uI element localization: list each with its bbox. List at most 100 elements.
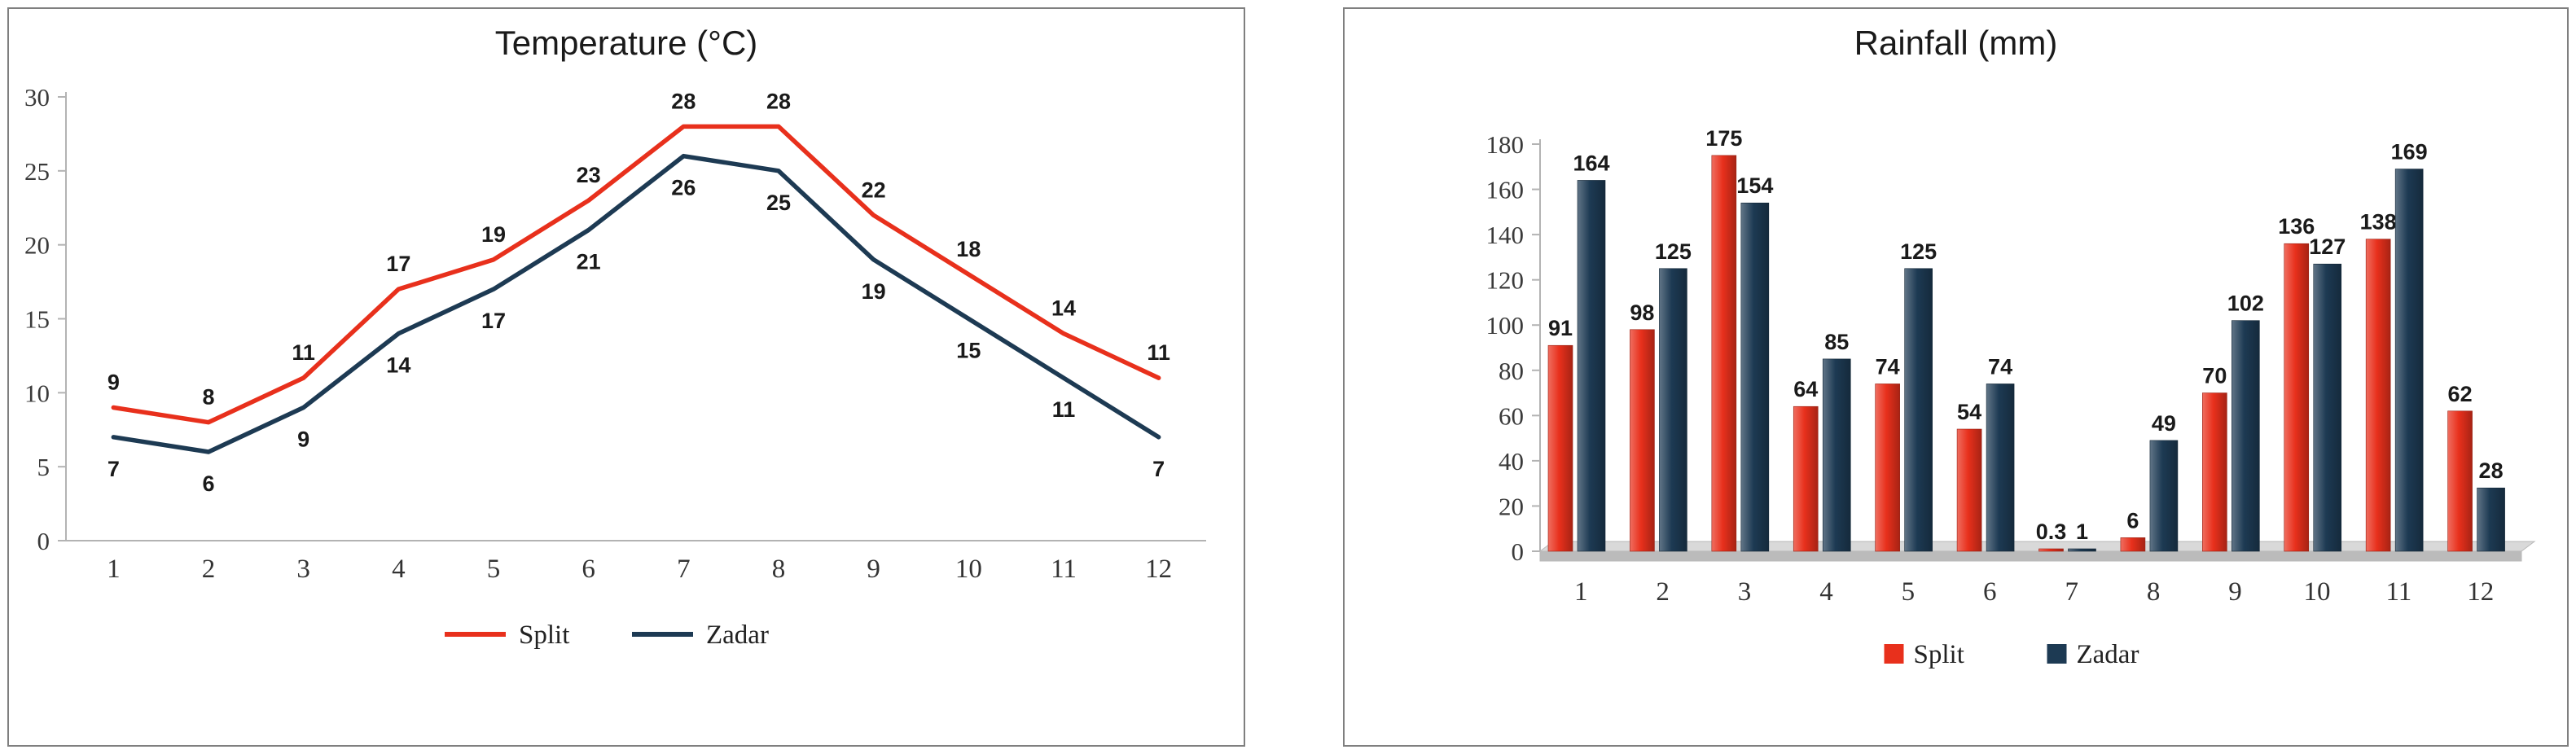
temperature-chart-panel: Temperature (°C) 0 5 10 15 20 25 30 1 2 3 4 5 6 7 8 9 10…: [7, 7, 1245, 747]
zadar-bar: [1659, 268, 1687, 552]
dlab-text: 102: [2227, 292, 2264, 316]
zadar-bar: [1986, 384, 2015, 552]
split-bar: [2447, 410, 2473, 552]
split-bar: [1547, 344, 1573, 552]
dlab-text: 19: [481, 222, 506, 247]
dlab-text: 49: [2152, 411, 2176, 436]
dlab-text: 9: [108, 370, 120, 395]
dlab-text: 74: [1876, 354, 1900, 379]
tick-text: 120: [1486, 266, 1525, 295]
zadar-bar: [1740, 202, 1770, 552]
tick-text: 0: [37, 527, 50, 555]
y-axis-ticks: 0 20 40 60 80 100 120 140 160 180: [1486, 130, 1540, 566]
x-axis-labels: 1 2 3 4 5 6 7 8 9 10 11 12: [107, 555, 1172, 584]
rainfall-chart-title: Rainfall (mm): [1854, 24, 2058, 62]
legend-split-marker: [1884, 644, 1904, 664]
split-bar: [2202, 392, 2227, 552]
dlab-text: 11: [1147, 340, 1170, 365]
tick-text: 10: [24, 379, 50, 407]
dlab-text: 23: [577, 163, 601, 187]
xlab-text: 6: [1983, 577, 1997, 607]
dlab-text: 28: [766, 89, 791, 113]
dlab-text: 6: [2126, 508, 2139, 533]
legend-text-text: Zadar: [706, 620, 769, 650]
legend-text-text: Zadar: [2077, 640, 2139, 669]
split-bar-series: 91 98 175 64 74 54 0.3 6 70 136 138 62: [1547, 126, 2473, 552]
zadar-bar: [1904, 268, 1933, 552]
zadar-line-series: 7 6 9 14 17 21 26 25 19 15 11 7: [108, 153, 1165, 496]
xlab-text: 4: [1819, 577, 1833, 607]
dlab-text: 21: [577, 250, 601, 274]
xlab-text: 12: [2467, 577, 2494, 607]
split-bar: [1630, 329, 1655, 552]
xlab-text: 9: [867, 555, 880, 584]
dlab-text: 14: [386, 353, 410, 378]
xlab-text: 6: [581, 555, 595, 584]
tick-text: 30: [24, 83, 50, 112]
tick-text: 20: [1499, 492, 1524, 520]
tick-text: 15: [24, 305, 50, 334]
dlab-text: 54: [1957, 400, 1981, 424]
dlab-text: 6: [202, 471, 214, 496]
zadar-bar: [2149, 440, 2179, 552]
tick-text: 5: [37, 453, 50, 481]
dlab-text: 17: [386, 252, 410, 276]
dlab-text: 70: [2202, 364, 2227, 388]
xlab-text: 10: [955, 555, 982, 584]
zadar-bar: [2477, 487, 2505, 552]
dlab-text: 62: [2448, 382, 2473, 406]
dlab-text: 91: [1548, 316, 1573, 340]
dlab-text: 7: [108, 457, 120, 481]
dlab-text: 175: [1705, 126, 1742, 151]
dlab-text: 138: [2360, 210, 2397, 235]
xlab-text: 10: [2303, 577, 2330, 607]
xlab-text: 11: [2385, 577, 2411, 607]
xlab-text: 12: [1145, 555, 1172, 584]
legend-text-text: Split: [519, 620, 569, 650]
xlab-text: 1: [1574, 577, 1588, 607]
xlab-text: 2: [202, 555, 216, 584]
x-axis-labels: 1 2 3 4 5 6 7 8 9 10 11 12: [1574, 577, 2494, 607]
dlab-text: 8: [202, 385, 214, 410]
dlab-text: 26: [671, 176, 696, 200]
zadar-bar: [2394, 169, 2424, 552]
dlab-text: 98: [1630, 300, 1654, 325]
dlab-text: 154: [1736, 173, 1773, 198]
dlab-text: 11: [1052, 397, 1076, 422]
zadar-bar: [2313, 263, 2342, 552]
dlab-text: 125: [1900, 239, 1937, 264]
xlab-text: 5: [1902, 577, 1916, 607]
xlab-text: 7: [2065, 577, 2078, 607]
xlab-text: 3: [296, 555, 310, 584]
dlab-text: 14: [1051, 296, 1076, 321]
dlab-text: 136: [2278, 214, 2315, 239]
xlab-text: 3: [1738, 577, 1752, 607]
dlab-text: 28: [2479, 458, 2504, 483]
split-bar: [1875, 384, 1900, 552]
tick-text: 0: [1512, 537, 1525, 566]
dlab-text: 164: [1573, 151, 1609, 175]
tick-text: 180: [1486, 130, 1525, 159]
split-bar: [2365, 239, 2391, 552]
dlab-text: 17: [481, 309, 506, 333]
xlab-text: 4: [392, 555, 406, 584]
tick-text: 100: [1486, 311, 1525, 340]
tick-text: 25: [24, 157, 50, 186]
temperature-chart-title: Temperature (°C): [494, 24, 758, 62]
dlab-text: 22: [862, 178, 886, 202]
dlab-text: 7: [1152, 457, 1165, 481]
zadar-bar: [2232, 320, 2260, 552]
legend-text-text: Split: [1914, 640, 1964, 669]
tick-text: 40: [1499, 447, 1524, 476]
dlab-text: 127: [2309, 235, 2346, 259]
zadar-bar: [2068, 548, 2096, 552]
dlab-text: 15: [956, 339, 981, 363]
dlab-text: 28: [671, 89, 696, 113]
tick-text: 80: [1499, 357, 1524, 385]
split-bar: [1793, 405, 1819, 552]
zadar-bar: [1822, 358, 1851, 552]
dlab-text: 25: [766, 191, 791, 215]
tick-text: 140: [1486, 221, 1525, 249]
